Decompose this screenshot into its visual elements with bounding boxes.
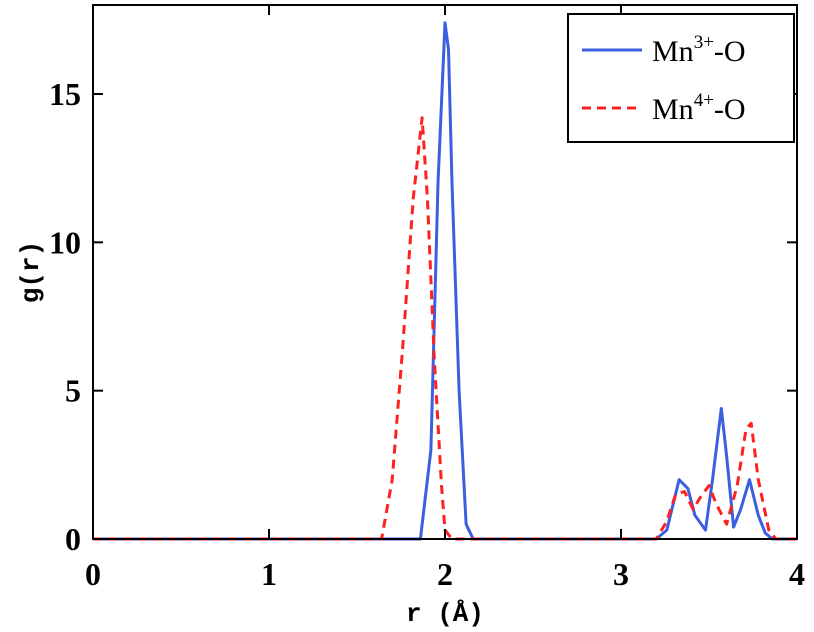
legend-entry: Mn3+-O [652, 32, 746, 68]
legend-entry: Mn4+-O [652, 90, 746, 126]
legend-entry-superscript: 4+ [694, 90, 714, 111]
y-tick-label: 5 [65, 373, 81, 409]
series-line-mn3-o [93, 21, 797, 541]
series-line-mn4-o [93, 116, 797, 541]
y-axis-label: g(r) [16, 241, 46, 303]
y-tick-label: 10 [49, 224, 81, 260]
y-tick-label: 15 [49, 76, 81, 112]
legend-entry-base: Mn [652, 35, 694, 68]
y-tick-label: 0 [65, 521, 81, 557]
axes: 0 1 2 3 4 0 5 10 15 r (Å) g(r) [16, 4, 805, 629]
legend-entry-base: Mn [652, 93, 694, 126]
x-tick-label: 4 [789, 556, 805, 592]
plot-area [93, 21, 797, 541]
x-tick-label: 1 [261, 556, 277, 592]
x-tick-label: 0 [85, 556, 101, 592]
legend-entry-suffix: -O [714, 35, 746, 68]
x-tick-label: 2 [437, 556, 453, 592]
legend-entry-superscript: 3+ [694, 32, 714, 53]
legend-box [567, 13, 795, 143]
x-axis-label: r (Å) [406, 599, 484, 629]
legend-entry-suffix: -O [714, 93, 746, 126]
x-tick-label: 3 [613, 556, 629, 592]
